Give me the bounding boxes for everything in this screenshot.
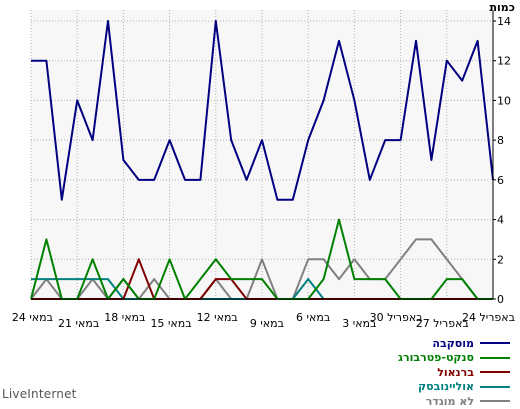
y-axis-label: כמות bbox=[489, 1, 515, 14]
legend-swatch bbox=[480, 371, 510, 374]
x-tick-label: 27 באפריל bbox=[416, 317, 469, 330]
x-tick-label: 15 במאי bbox=[150, 317, 191, 330]
x-tick-label: 24 באפריל bbox=[462, 311, 515, 324]
legend-label: לא מוגדר bbox=[425, 394, 474, 408]
legend-label: אוליינובסק bbox=[418, 380, 474, 394]
legend: מוסקבה סנקט-פטרבורג ברנאול אוליינובסק לא מוג… bbox=[300, 336, 510, 409]
axes bbox=[31, 10, 496, 300]
y-tick-labels: 0 2 4 6 8 10 12 14 bbox=[497, 15, 511, 306]
legend-label: סנקט-פטרבורג bbox=[398, 351, 474, 365]
legend-swatch bbox=[480, 400, 510, 403]
legend-swatch bbox=[480, 356, 510, 359]
y-tick-label: 4 bbox=[497, 214, 504, 227]
y-tick-label: 0 bbox=[497, 293, 504, 306]
x-tick-label: 12 במאי bbox=[197, 311, 238, 324]
y-tick-label: 8 bbox=[497, 134, 504, 147]
x-tick-label: 3 במאי bbox=[342, 317, 376, 330]
legend-item: אוליינובסק bbox=[300, 380, 510, 395]
x-tick-label: 6 במאי bbox=[296, 311, 330, 324]
legend-swatch bbox=[480, 385, 510, 388]
legend-label: ברנאול bbox=[437, 365, 474, 379]
series-line bbox=[31, 20, 494, 201]
x-tick-label: 9 במאי bbox=[250, 317, 284, 330]
y-tick-label: 2 bbox=[497, 253, 504, 266]
legend-item: ברנאול bbox=[300, 365, 510, 380]
legend-item: סנקט-פטרבורג bbox=[300, 351, 510, 366]
y-tick-label: 14 bbox=[497, 15, 511, 28]
brand-logo-text: LiveInternet bbox=[2, 387, 77, 401]
x-tick-label: 18 במאי bbox=[104, 311, 145, 324]
grid bbox=[30, 10, 494, 300]
x-tick-label: 24 במאי bbox=[12, 311, 53, 324]
legend-item: לא מוגדר bbox=[300, 394, 510, 409]
legend-swatch bbox=[480, 342, 510, 345]
legend-item: מוסקבה bbox=[300, 336, 510, 351]
legend-label: מוסקבה bbox=[432, 336, 474, 350]
x-tick-label: 30 באפריל bbox=[370, 311, 423, 324]
y-tick-label: 10 bbox=[497, 94, 511, 107]
y-tick-label: 12 bbox=[497, 55, 511, 68]
y-tick-label: 6 bbox=[497, 174, 504, 187]
x-tick-label: 21 במאי bbox=[58, 317, 99, 330]
